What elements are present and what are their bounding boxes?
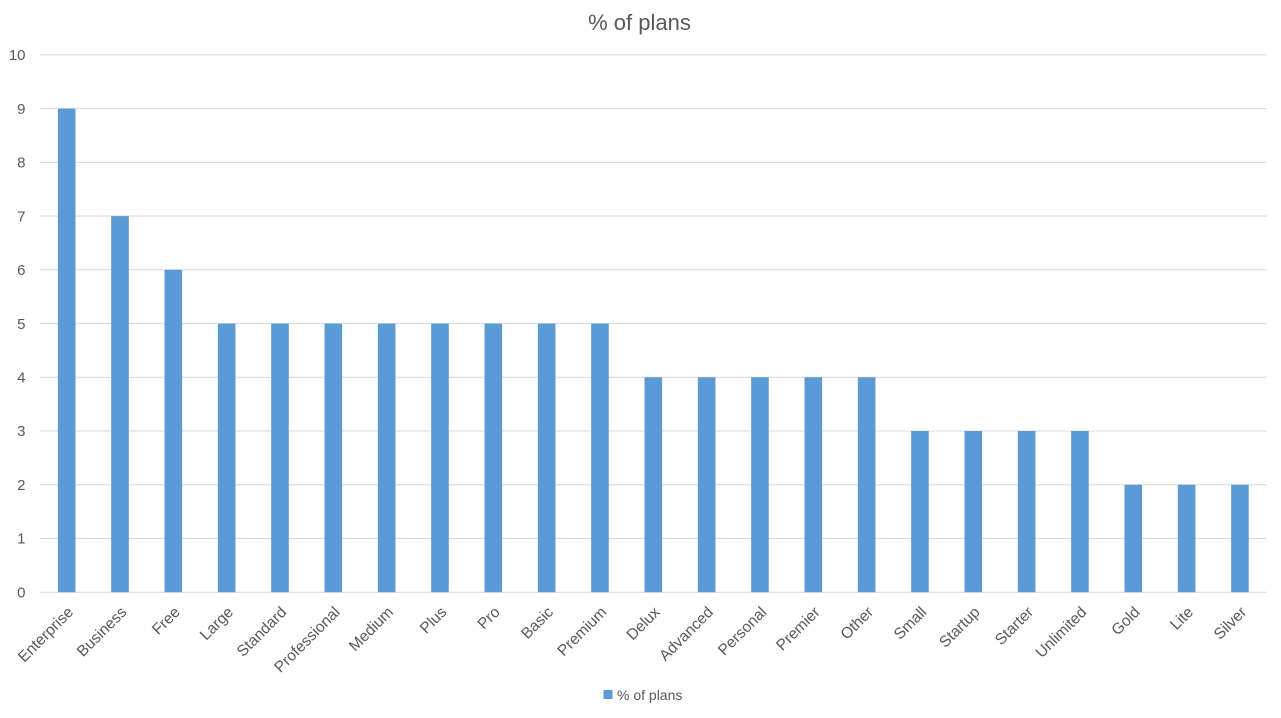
svg-text:6: 6: [17, 262, 25, 279]
svg-text:% of plans: % of plans: [617, 687, 682, 703]
svg-text:0: 0: [17, 584, 25, 601]
svg-text:1: 1: [17, 531, 25, 548]
svg-text:4: 4: [17, 370, 25, 387]
svg-text:7: 7: [17, 208, 25, 225]
svg-text:% of plans: % of plans: [588, 10, 691, 35]
svg-text:9: 9: [17, 101, 25, 118]
svg-text:3: 3: [17, 423, 25, 440]
svg-text:2: 2: [17, 477, 25, 494]
svg-text:5: 5: [17, 316, 25, 333]
svg-text:10: 10: [9, 47, 26, 64]
svg-text:8: 8: [17, 155, 25, 172]
